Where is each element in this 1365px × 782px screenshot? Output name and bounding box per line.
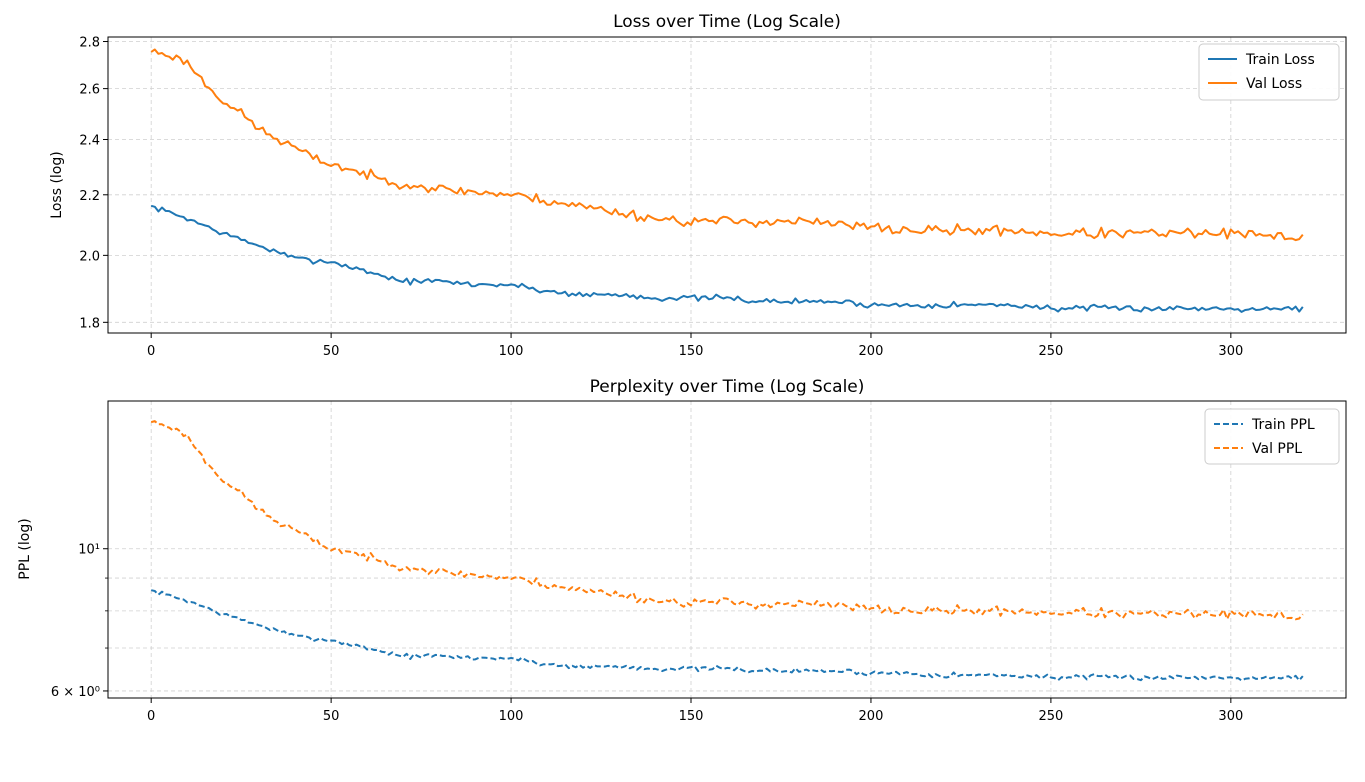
legend-label: Train Loss [1245,52,1315,68]
y-tick-label: 10¹ [78,543,100,558]
x-tick-label: 250 [1038,709,1063,724]
x-tick-label: 300 [1218,709,1243,724]
y-tick-label: 1.8 [79,316,100,331]
ppl-chart: 0 50 100 150 200 250 300 6 × 10⁰ 10¹ Perplexity … [17,377,1347,724]
legend-label: Val PPL [1252,441,1302,457]
x-tick-label: 150 [679,344,704,359]
x-tick-label: 250 [1038,344,1063,359]
x-tick-label: 150 [679,709,704,724]
x-tick-label: 200 [859,344,884,359]
loss-plot-area [107,36,1347,334]
x-tick-label: 0 [147,344,155,359]
loss-chart-title: Loss over Time (Log Scale) [613,12,841,32]
y-tick-label: 2.4 [79,133,100,148]
y-tick-label: 2.0 [79,249,100,264]
y-tick-label: 2.2 [79,189,100,204]
ppl-y-axis-label: PPL (log) [17,518,33,579]
legend-box [1204,408,1340,465]
x-tick-label: 50 [323,344,340,359]
series-line-val-loss [150,48,1304,242]
ppl-plot-area [107,400,1347,699]
x-tick-label: 200 [859,709,884,724]
y-tick-label: 2.6 [79,83,100,98]
x-tick-label: 100 [499,709,524,724]
loss-y-axis-label: Loss (log) [49,151,65,218]
ppl-chart-title: Perplexity over Time (Log Scale) [590,377,865,397]
x-tick-label: 0 [147,709,155,724]
x-tick-label: 100 [499,344,524,359]
y-tick-label: 2.8 [79,36,100,51]
x-tick-label: 300 [1218,344,1243,359]
loss-chart: 0 50 100 150 200 250 300 1.8 2.0 2.2 2.4 2.6 2.8 Los… [49,12,1347,359]
legend-label: Val Loss [1246,76,1302,92]
series-line-val-ppl [150,420,1304,621]
x-tick-label: 50 [323,709,340,724]
series-line-train-ppl [150,589,1304,682]
series-line-train-loss [150,204,1304,313]
legend-label: Train PPL [1251,417,1315,433]
y-tick-label: 6 × 10⁰ [51,685,100,700]
